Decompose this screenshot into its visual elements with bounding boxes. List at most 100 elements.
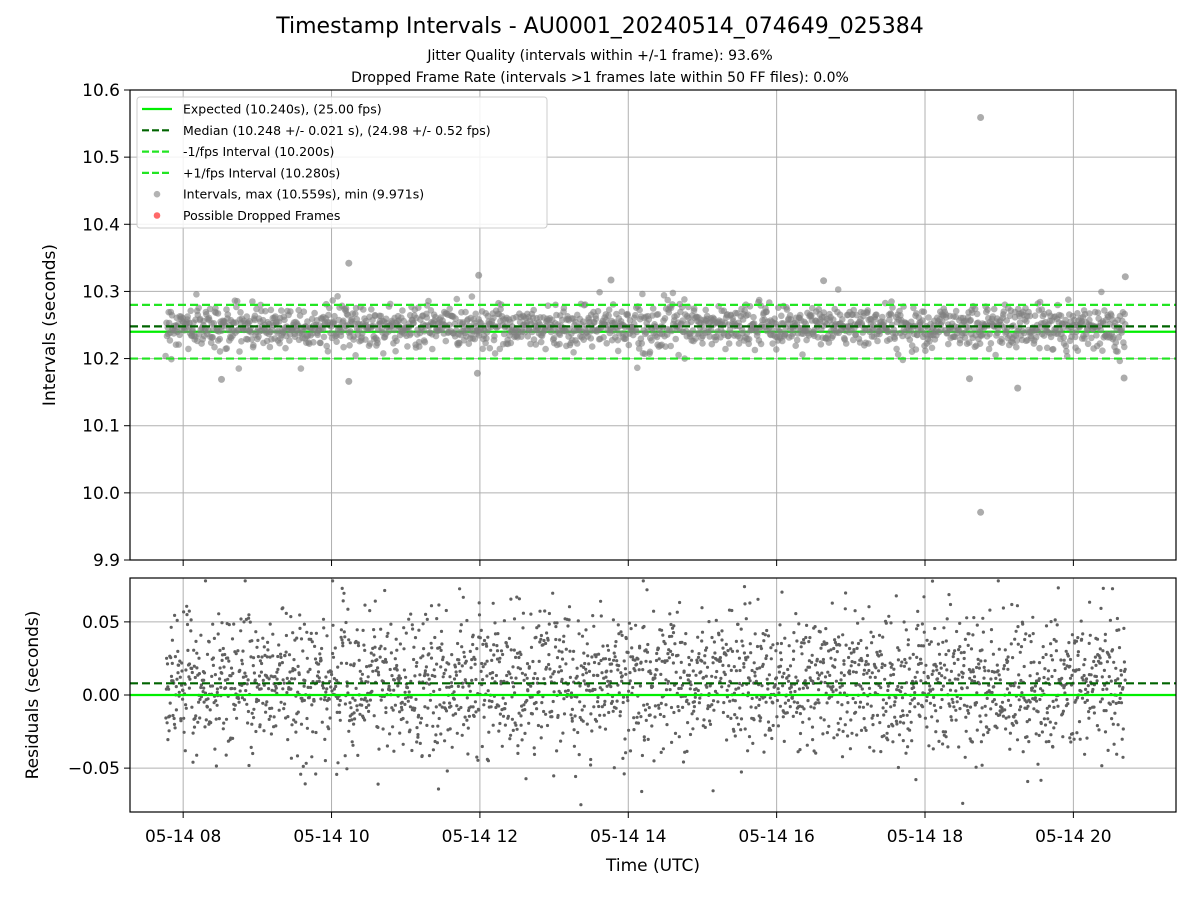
- residual-point: [962, 664, 966, 668]
- residual-point: [539, 736, 543, 740]
- residual-point: [939, 705, 943, 710]
- residual-point: [491, 671, 495, 675]
- residual-point: [488, 672, 492, 676]
- residual-point: [217, 717, 221, 721]
- residual-point: [1035, 672, 1039, 676]
- residual-point: [1115, 752, 1119, 756]
- residual-point: [580, 708, 584, 712]
- residual-point: [1014, 629, 1018, 633]
- residual-point: [284, 716, 288, 720]
- interval-point: [985, 345, 993, 353]
- residual-point: [778, 664, 783, 668]
- residual-point: [631, 685, 635, 690]
- residual-point: [465, 696, 469, 700]
- residual-point: [601, 644, 605, 648]
- residual-point: [331, 655, 336, 659]
- residual-point: [1013, 713, 1017, 717]
- interval-point: [276, 339, 283, 347]
- residual-point: [366, 675, 370, 679]
- interval-point: [910, 304, 917, 312]
- interval-point: [874, 337, 881, 345]
- residual-point: [602, 713, 606, 717]
- residual-point: [569, 691, 574, 695]
- residual-point: [544, 712, 548, 716]
- residual-point: [323, 737, 327, 742]
- residual-point: [465, 718, 469, 722]
- residual-point: [445, 685, 449, 689]
- residual-point: [843, 607, 847, 611]
- residual-point: [435, 662, 439, 666]
- residual-point: [934, 709, 938, 713]
- y-tick-label: 0.05: [82, 613, 120, 633]
- residual-point: [449, 704, 453, 708]
- residual-point: [216, 632, 220, 636]
- residual-point: [557, 670, 561, 674]
- residual-point: [656, 703, 661, 707]
- residual-point: [445, 769, 449, 773]
- residual-point: [383, 588, 387, 593]
- residual-point: [347, 638, 351, 642]
- residual-point: [503, 707, 507, 711]
- residual-point: [977, 682, 982, 686]
- residual-point: [858, 705, 862, 709]
- residual-point: [691, 669, 695, 673]
- residual-point: [861, 617, 865, 621]
- residual-point: [173, 726, 177, 730]
- residual-point: [734, 639, 739, 644]
- interval-point: [965, 339, 973, 346]
- residual-point: [438, 703, 442, 707]
- residual-point: [252, 671, 256, 675]
- residual-point: [449, 681, 454, 685]
- interval-point: [751, 346, 759, 354]
- residual-point: [786, 667, 790, 672]
- interval-point: [778, 312, 785, 320]
- legend-marker-swatch: [153, 212, 161, 219]
- residual-point: [491, 601, 495, 605]
- residual-point: [470, 658, 474, 662]
- residual-point: [945, 617, 949, 621]
- residual-point: [673, 731, 678, 736]
- residual-point: [982, 665, 986, 670]
- residual-point: [966, 643, 970, 648]
- residual-point: [943, 676, 947, 680]
- residual-point: [1034, 699, 1039, 703]
- residual-point: [560, 657, 565, 661]
- residual-point: [705, 646, 709, 650]
- residual-point: [166, 738, 170, 742]
- residual-point: [510, 717, 514, 721]
- interval-point: [919, 317, 926, 324]
- residual-point: [797, 622, 801, 626]
- residual-point: [250, 722, 254, 726]
- residual-point: [561, 640, 566, 644]
- residual-point: [648, 713, 652, 717]
- residual-point: [456, 684, 460, 689]
- residual-point: [489, 705, 493, 709]
- interval-point: [750, 313, 757, 321]
- residual-point: [1059, 658, 1063, 662]
- residual-point: [587, 662, 591, 666]
- residual-point: [868, 675, 872, 679]
- residual-point: [440, 642, 444, 646]
- residual-point: [247, 613, 251, 617]
- residual-point: [622, 772, 626, 776]
- residual-point: [507, 636, 511, 641]
- residual-point: [168, 701, 172, 705]
- residual-point: [748, 601, 752, 605]
- residual-point: [1061, 735, 1065, 739]
- residual-point: [292, 658, 296, 662]
- residual-point: [626, 699, 630, 703]
- residual-point: [582, 651, 586, 655]
- residual-point: [352, 711, 356, 715]
- residual-point: [725, 738, 729, 742]
- residual-point: [1040, 730, 1044, 734]
- residual-point: [729, 716, 733, 721]
- residual-point: [372, 714, 376, 718]
- residual-point: [960, 675, 965, 679]
- residual-point: [1051, 745, 1055, 749]
- residual-point: [476, 758, 480, 762]
- residual-point: [718, 656, 723, 660]
- residual-point: [834, 679, 839, 683]
- residual-point: [267, 687, 271, 691]
- residual-point: [1008, 747, 1012, 751]
- intervals-axes-frame: [129, 89, 1177, 561]
